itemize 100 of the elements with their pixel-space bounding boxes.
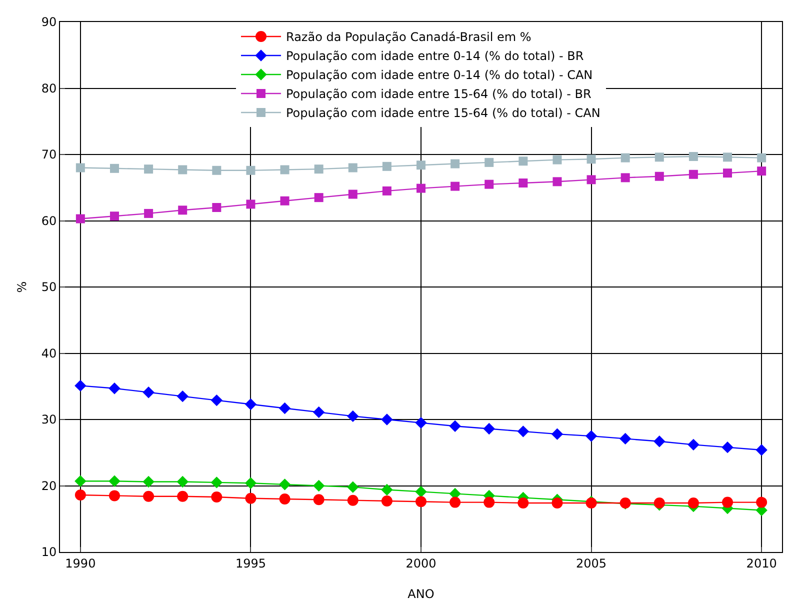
- point: [176, 390, 188, 402]
- point: [74, 475, 86, 487]
- point: [723, 152, 732, 162]
- point: [278, 478, 291, 490]
- point: [585, 430, 598, 442]
- point: [314, 193, 324, 202]
- point: [620, 153, 630, 162]
- point: [76, 163, 85, 172]
- point: [110, 164, 119, 173]
- point: [756, 444, 768, 456]
- point: [450, 159, 460, 168]
- x-tick-label: 2000: [406, 556, 436, 570]
- legend-label: Razão da População Canadá-Brasil em %: [286, 30, 532, 44]
- point: [518, 497, 529, 508]
- point: [483, 422, 495, 435]
- point: [757, 153, 766, 162]
- point: [212, 203, 222, 212]
- x-tick-label: 2005: [576, 556, 607, 570]
- point: [313, 494, 324, 506]
- point: [756, 496, 768, 508]
- legend-label: População com idade entre 0-14 (% do total) - BR: [286, 49, 584, 64]
- point: [450, 182, 460, 191]
- point: [381, 414, 393, 426]
- y-tick-label: 70: [41, 148, 57, 162]
- point: [74, 490, 86, 501]
- point: [450, 496, 461, 508]
- point: [177, 490, 188, 502]
- point: [517, 426, 530, 438]
- point: [178, 206, 188, 215]
- point: [314, 164, 324, 174]
- y-tick-label: 80: [41, 81, 57, 96]
- point: [586, 154, 596, 164]
- point: [382, 186, 392, 196]
- point: [312, 406, 325, 418]
- point: [552, 497, 563, 508]
- point: [347, 494, 358, 506]
- y-tick-label: 60: [41, 214, 57, 228]
- point: [210, 476, 223, 488]
- point: [280, 165, 290, 174]
- point: [757, 166, 766, 176]
- point: [722, 496, 734, 508]
- point: [381, 495, 392, 506]
- point: [245, 492, 256, 504]
- point: [551, 428, 564, 440]
- point: [348, 163, 358, 172]
- point: [76, 214, 85, 224]
- point: [688, 497, 699, 508]
- point: [586, 175, 596, 184]
- point: [484, 496, 495, 508]
- legend-label: População com idade entre 15-64 (% do total) - CAN: [286, 106, 600, 120]
- point: [108, 382, 120, 394]
- point: [348, 190, 358, 199]
- point: [723, 168, 732, 178]
- point: [688, 152, 698, 161]
- point: [688, 438, 700, 451]
- point: [74, 380, 86, 392]
- point: [312, 480, 325, 492]
- point: [518, 156, 528, 166]
- point: [144, 208, 154, 218]
- y-tick-label: 20: [41, 478, 57, 493]
- point: [552, 155, 562, 164]
- point: [142, 476, 154, 488]
- point: [552, 177, 562, 186]
- point: [416, 160, 426, 170]
- point: [244, 477, 257, 489]
- point: [108, 490, 120, 502]
- y-tick-label: 10: [41, 545, 57, 560]
- point: [484, 158, 494, 167]
- point: [347, 410, 359, 422]
- point: [142, 386, 154, 398]
- point: [280, 196, 290, 206]
- point: [654, 436, 666, 448]
- point: [210, 394, 223, 406]
- y-tick-label: 90: [41, 15, 57, 30]
- point: [654, 152, 664, 162]
- point: [449, 420, 461, 432]
- point: [178, 165, 188, 174]
- point: [416, 184, 426, 193]
- point: [278, 402, 291, 414]
- point: [416, 496, 426, 508]
- x-tick-label: 2010: [746, 556, 777, 570]
- y-tick-label: 40: [41, 346, 57, 360]
- point: [246, 200, 256, 209]
- x-tick-label: 1995: [235, 556, 266, 570]
- point: [620, 173, 630, 182]
- y-tick-label: 30: [41, 412, 57, 427]
- point: [654, 172, 664, 181]
- point: [211, 492, 222, 503]
- point: [722, 441, 734, 454]
- point: [143, 490, 154, 502]
- point: [244, 398, 257, 410]
- point: [484, 180, 494, 189]
- point: [108, 475, 120, 487]
- point: [347, 481, 359, 493]
- point: [279, 494, 290, 504]
- legend-label: População com idade entre 0-14 (% do total) - CAN: [286, 68, 593, 82]
- point: [518, 178, 528, 188]
- point: [688, 170, 698, 179]
- point: [654, 497, 665, 508]
- point: [176, 476, 188, 488]
